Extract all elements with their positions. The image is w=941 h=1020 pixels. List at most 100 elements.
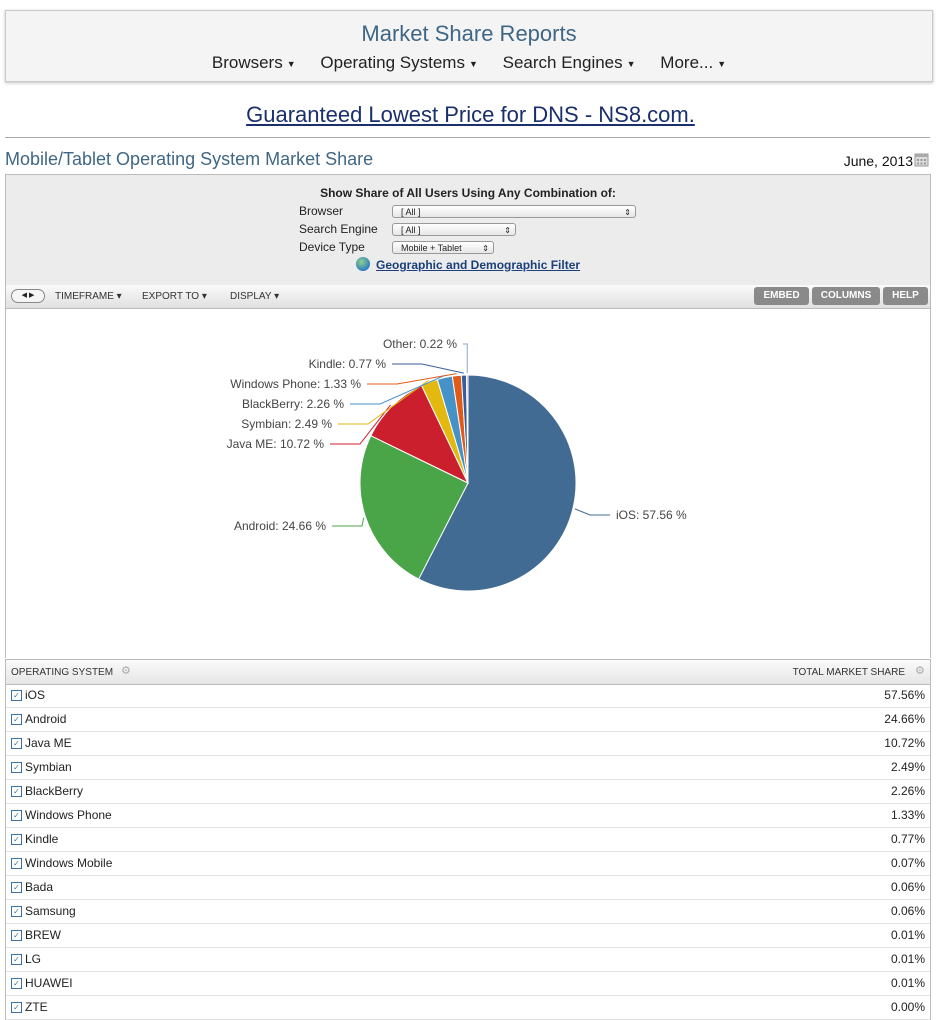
table-row: ✓ BREW 0.01% <box>6 924 930 948</box>
os-name: BlackBerry <box>25 784 84 798</box>
connector-line <box>463 343 468 374</box>
site-title[interactable]: Market Share Reports <box>361 21 577 46</box>
table-header: OPERATING SYSTEM ⚙ TOTAL MARKET SHARE ⚙ <box>5 659 931 685</box>
os-share: 0.01% <box>890 952 925 966</box>
chart-checkbox-icon[interactable]: ✓ <box>11 954 22 965</box>
updown-icon: ⇕ <box>624 208 631 217</box>
chart-checkbox-icon[interactable]: ✓ <box>11 930 22 941</box>
os-share: 2.26% <box>890 784 925 798</box>
chart-checkbox-icon[interactable]: ✓ <box>11 762 22 773</box>
os-share: 0.06% <box>890 904 925 918</box>
connector-line <box>330 404 391 445</box>
geo-filter-label: Geographic and Demographic Filter <box>376 258 581 272</box>
chart-checkbox-icon[interactable]: ✓ <box>11 906 22 917</box>
slice-label: Java ME: 10.72 % <box>227 437 325 451</box>
col-total-market-share[interactable]: TOTAL MARKET SHARE <box>792 667 905 678</box>
chart-area: iOS: 57.56 % Android: 24.66 % Java ME: 10.… <box>5 308 931 658</box>
nav-more-label: More... <box>660 53 714 72</box>
export-menu[interactable]: EXPORT TO ▾ <box>142 291 207 302</box>
nav-search-engines[interactable]: Search Engines ▼ <box>503 53 636 73</box>
device-type-select-value: Mobile + Tablet <box>401 243 462 253</box>
filter-heading: Show Share of All Users Using Any Combin… <box>320 186 616 200</box>
chart-checkbox-icon[interactable]: ✓ <box>11 834 22 845</box>
os-share: 0.01% <box>890 976 925 990</box>
embed-button[interactable]: EMBED <box>754 287 809 305</box>
os-name: ZTE <box>25 1000 48 1014</box>
chart-checkbox-icon[interactable]: ✓ <box>11 882 22 893</box>
chart-checkbox-icon[interactable]: ✓ <box>11 858 22 869</box>
slice-label: Other: 0.22 % <box>383 337 457 351</box>
timeframe-menu[interactable]: TIMEFRAME ▾ <box>55 291 122 302</box>
table-row: ✓ LG 0.01% <box>6 948 930 972</box>
os-name: Java ME <box>25 736 72 750</box>
chart-checkbox-icon[interactable]: ✓ <box>11 1002 22 1013</box>
chart-checkbox-icon[interactable]: ✓ <box>11 978 22 989</box>
chart-toolbar: ◀ ▶ TIMEFRAME ▾ EXPORT TO ▾ DISPLAY ▾ EM… <box>5 285 931 309</box>
columns-button[interactable]: COLUMNS <box>812 287 880 305</box>
nav-browsers[interactable]: Browsers ▼ <box>212 53 296 73</box>
browser-select[interactable]: [ All ] ⇕ <box>392 205 636 218</box>
main-nav: Browsers ▼ Operating Systems ▼ Search Engi… <box>6 53 932 73</box>
device-type-select[interactable]: Mobile + Tablet ⇕ <box>392 241 494 254</box>
nav-arrows-icon[interactable]: ◀ ▶ <box>11 289 45 303</box>
chevron-down-icon: ▼ <box>468 58 478 69</box>
slice-label: iOS: 57.56 % <box>616 508 687 522</box>
report-date: June, 2013 <box>843 153 913 169</box>
search-engine-select-value: [ All ] <box>401 225 421 235</box>
geo-filter-link[interactable]: Geographic and Demographic Filter <box>356 257 580 272</box>
chart-checkbox-icon[interactable]: ✓ <box>11 810 22 821</box>
table-row: ✓ ZTE 0.00% <box>6 996 930 1020</box>
nav-operating-systems[interactable]: Operating Systems ▼ <box>320 53 477 73</box>
calendar-icon[interactable] <box>914 152 929 167</box>
share-table: ✓ iOS 57.56% ✓ Android 24.66% ✓ Java ME 10.72% ✓ S… <box>5 684 931 1020</box>
ad-link[interactable]: Guaranteed Lowest Price for DNS - NS8.co… <box>246 102 695 127</box>
gear-icon[interactable]: ⚙ <box>121 665 131 677</box>
os-share: 0.77% <box>890 832 925 846</box>
divider <box>5 137 930 138</box>
connector-line <box>367 373 457 385</box>
chart-checkbox-icon[interactable]: ✓ <box>11 690 22 701</box>
pie-chart: iOS: 57.56 % Android: 24.66 % Java ME: 10.… <box>227 337 687 592</box>
nav-search-label: Search Engines <box>502 53 623 72</box>
os-name: Samsung <box>25 904 76 918</box>
help-button[interactable]: HELP <box>883 287 928 305</box>
os-name: HUAWEI <box>25 976 73 990</box>
display-menu[interactable]: DISPLAY ▾ <box>230 291 279 302</box>
slice-label: Android: 24.66 % <box>234 519 326 533</box>
table-row: ✓ HUAWEI 0.01% <box>6 972 930 996</box>
os-name: Bada <box>25 880 54 894</box>
chevron-down-icon: ▾ <box>274 291 280 302</box>
chart-checkbox-icon[interactable]: ✓ <box>11 738 22 749</box>
display-label: DISPLAY <box>230 291 272 302</box>
os-share: 0.06% <box>890 880 925 894</box>
updown-icon: ⇕ <box>482 244 489 253</box>
search-engine-label: Search Engine <box>299 222 378 236</box>
nav-more[interactable]: More... ▼ <box>660 53 726 73</box>
os-name: Windows Phone <box>25 808 112 822</box>
table-row: ✓ Kindle 0.77% <box>6 828 930 852</box>
os-share: 0.00% <box>890 1000 925 1014</box>
chevron-down-icon: ▼ <box>626 58 636 69</box>
os-share: 57.56% <box>884 688 925 702</box>
pie-slice-android[interactable] <box>359 435 469 580</box>
os-share: 1.33% <box>890 808 925 822</box>
chart-checkbox-icon[interactable]: ✓ <box>11 714 22 725</box>
chart-checkbox-icon[interactable]: ✓ <box>11 786 22 797</box>
chevron-down-icon: ▾ <box>116 291 122 302</box>
pie-slice-ios[interactable] <box>417 374 577 592</box>
slice-label: Symbian: 2.49 % <box>241 417 332 431</box>
filter-panel: Show Share of All Users Using Any Combin… <box>5 174 931 286</box>
timeframe-label: TIMEFRAME <box>55 291 114 302</box>
updown-icon: ⇕ <box>504 226 511 235</box>
os-name: Windows Mobile <box>25 856 113 870</box>
col-operating-system[interactable]: OPERATING SYSTEM <box>11 667 114 678</box>
table-row: ✓ Windows Phone 1.33% <box>6 804 930 828</box>
os-name: LG <box>25 952 42 966</box>
connector-line <box>392 363 464 374</box>
page-title: Mobile/Tablet Operating System Market Sh… <box>5 149 374 169</box>
gear-icon[interactable]: ⚙ <box>915 665 925 677</box>
os-share: 10.72% <box>884 736 925 750</box>
search-engine-select[interactable]: [ All ] ⇕ <box>392 223 516 236</box>
os-name: Android <box>25 712 67 726</box>
pie-slice-other[interactable] <box>466 374 469 484</box>
